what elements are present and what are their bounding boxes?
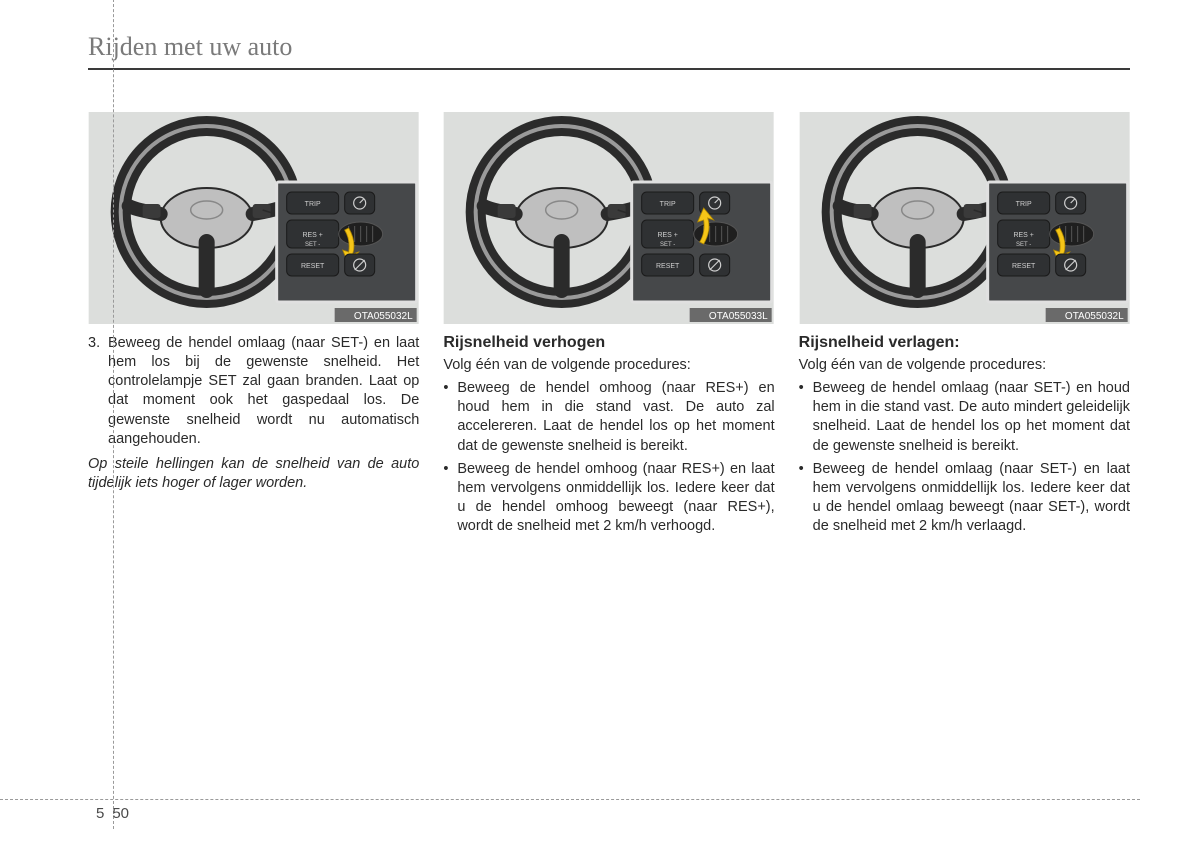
heading-increase-speed: Rijsnelheid verhogen: [443, 334, 774, 352]
column-3: TRIP RES + RESET SET - OTA055032L Rijsnelhei…: [799, 112, 1130, 540]
content-columns: TRIP RES + RESET SET - OTA055032L 3. Beweeg …: [88, 112, 1130, 540]
svg-text:RESET: RESET: [656, 263, 680, 270]
steering-wheel-illustration-3: TRIP RES + RESET SET - OTA055032L: [799, 112, 1130, 324]
bullet-item: •Beweeg de hendel omlaag (naar SET-) en …: [799, 460, 1130, 537]
bullet-text: Beweeg de hendel omhoog (naar RES+) en h…: [457, 379, 774, 456]
svg-text:TRIP: TRIP: [305, 201, 321, 208]
step-3: 3. Beweeg de hendel omlaag (naar SET-) e…: [88, 334, 419, 449]
bullets-decrease: •Beweeg de hendel omlaag (naar SET-) en …: [799, 379, 1130, 536]
bullet-text: Beweeg de hendel omlaag (naar SET-) en h…: [813, 379, 1130, 456]
svg-text:RESET: RESET: [301, 263, 325, 270]
svg-text:SET -: SET -: [660, 242, 675, 248]
column-2: TRIP RES + RESET SET - OTA055033L Rijsnelhei…: [443, 112, 774, 540]
chapter-number: 5: [96, 805, 104, 822]
bullet-item: •Beweeg de hendel omlaag (naar SET-) en …: [799, 379, 1130, 456]
margin-dashed-line: [113, 0, 114, 829]
page-footer: 5 50: [0, 799, 1200, 827]
svg-text:SET -: SET -: [1016, 242, 1031, 248]
bullet-item: •Beweeg de hendel omhoog (naar RES+) en …: [443, 460, 774, 537]
page-number: 5 50: [96, 805, 129, 822]
bullet-text: Beweeg de hendel omlaag (naar SET-) en l…: [813, 460, 1130, 537]
bullet-icon: •: [443, 379, 457, 456]
bullet-text: Beweeg de hendel omhoog (naar RES+) en l…: [457, 460, 774, 537]
column-1: TRIP RES + RESET SET - OTA055032L 3. Beweeg …: [88, 112, 419, 540]
bullet-icon: •: [799, 460, 813, 537]
bullet-icon: •: [443, 460, 457, 537]
svg-text:TRIP: TRIP: [1015, 201, 1031, 208]
step-number: 3.: [88, 334, 108, 449]
figure-1: TRIP RES + RESET SET - OTA055032L: [88, 112, 419, 324]
svg-text:TRIP: TRIP: [660, 201, 676, 208]
svg-text:RES +: RES +: [302, 232, 322, 239]
heading-decrease-speed: Rijsnelheid verlagen:: [799, 334, 1130, 352]
section-title: Rijden met uw auto: [88, 32, 1130, 62]
svg-text:SET -: SET -: [305, 242, 320, 248]
svg-text:OTA055032L: OTA055032L: [354, 311, 413, 322]
figure-3: TRIP RES + RESET SET - OTA055032L: [799, 112, 1130, 324]
svg-text:RES +: RES +: [1013, 232, 1033, 239]
footer-dashed-line: [0, 799, 1140, 800]
bullet-item: •Beweeg de hendel omhoog (naar RES+) en …: [443, 379, 774, 456]
bullet-icon: •: [799, 379, 813, 456]
svg-text:OTA055033L: OTA055033L: [709, 311, 768, 322]
svg-text:OTA055032L: OTA055032L: [1065, 311, 1124, 322]
steering-wheel-illustration-1: TRIP RES + RESET SET - OTA055032L: [88, 112, 419, 324]
intro-2: Volg één van de volgende procedures:: [443, 356, 774, 375]
bullets-increase: •Beweeg de hendel omhoog (naar RES+) en …: [443, 379, 774, 536]
figure-2: TRIP RES + RESET SET - OTA055033L: [443, 112, 774, 324]
svg-text:RESET: RESET: [1012, 263, 1036, 270]
slope-note: Op steile hellingen kan de snelheid van …: [88, 455, 419, 493]
page-header: Rijden met uw auto: [88, 32, 1130, 70]
step-text: Beweeg de hendel omlaag (naar SET-) en l…: [108, 334, 419, 449]
steering-wheel-illustration-2: TRIP RES + RESET SET - OTA055033L: [443, 112, 774, 324]
page-num-value: 50: [112, 805, 129, 822]
svg-text:RES +: RES +: [658, 232, 678, 239]
intro-3: Volg één van de volgende procedures:: [799, 356, 1130, 375]
